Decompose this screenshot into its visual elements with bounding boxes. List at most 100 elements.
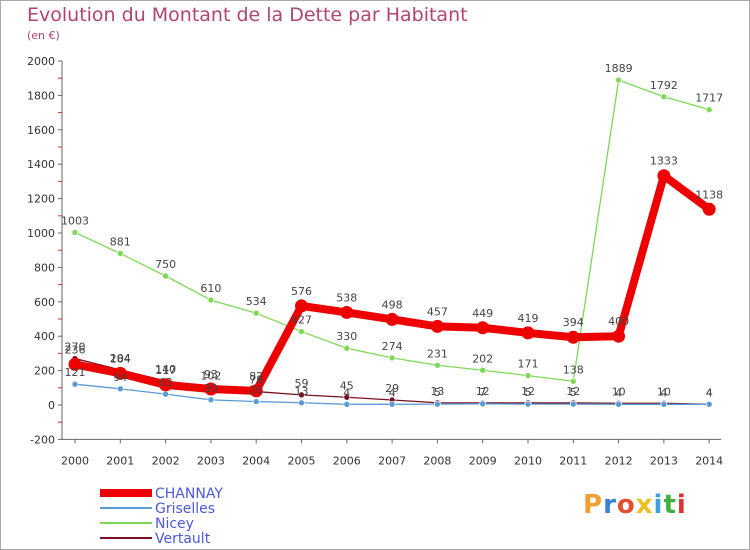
data-point: [566, 330, 580, 344]
data-label: 236: [65, 343, 86, 356]
data-label: 270: [65, 341, 86, 354]
logo-letter: o: [616, 490, 636, 520]
data-label: 538: [336, 291, 357, 304]
data-label: 5: [570, 386, 577, 399]
logo-letter: i: [676, 490, 687, 520]
y-tick-label: 1200: [27, 193, 55, 206]
data-label: 82: [249, 370, 263, 383]
data-label: 12: [521, 385, 535, 398]
data-label: 5: [525, 386, 532, 399]
proxiti-logo: Proxiti: [583, 490, 687, 520]
data-label: 45: [340, 379, 354, 392]
data-point: [207, 396, 215, 404]
data-point: [657, 169, 671, 183]
data-point: [660, 401, 668, 408]
data-point: [434, 361, 441, 369]
legend-label: Vertault: [155, 531, 211, 547]
data-label: 449: [472, 307, 493, 320]
series-lines: [68, 76, 716, 408]
data-label: 457: [427, 305, 448, 318]
x-tick-label: 2008: [423, 454, 451, 467]
data-point: [204, 382, 218, 396]
x-tick-label: 2007: [378, 454, 406, 467]
data-point: [615, 401, 622, 408]
data-label: 4: [343, 386, 350, 399]
data-point: [343, 393, 351, 401]
data-label: 881: [110, 235, 131, 248]
logo-letter: t: [663, 490, 677, 520]
legend-label: Nicey: [155, 516, 194, 532]
data-label: 1138: [695, 188, 723, 201]
x-tick-label: 2002: [152, 454, 180, 467]
data-point: [660, 93, 668, 101]
data-point: [298, 399, 305, 407]
data-label: 140: [155, 363, 176, 376]
x-tick-label: 2006: [333, 454, 361, 467]
series-nicey: [71, 76, 713, 385]
data-label: 400: [608, 315, 629, 328]
logo-letter: x: [635, 490, 654, 520]
data-label: 750: [155, 258, 176, 271]
y-tick-label: 400: [34, 330, 55, 343]
data-label: 10: [657, 385, 671, 398]
x-tick-label: 2009: [469, 454, 497, 467]
data-point: [524, 400, 532, 408]
data-point: [702, 202, 716, 216]
data-label: 204: [110, 352, 131, 365]
series-channay: [68, 169, 716, 398]
data-label: 117: [155, 364, 176, 377]
data-label: 4: [706, 386, 713, 399]
data-label: 13: [295, 385, 309, 398]
logo-letter: P: [583, 490, 604, 520]
data-point: [476, 321, 490, 335]
data-label: 4: [660, 386, 667, 399]
data-label: 427: [291, 314, 312, 327]
data-point: [430, 319, 444, 333]
data-point: [249, 384, 263, 398]
data-point: [117, 250, 124, 257]
data-label: 20: [249, 384, 263, 397]
data-point: [615, 76, 622, 84]
data-point: [434, 400, 441, 408]
data-point: [159, 378, 173, 392]
x-tick-label: 2011: [559, 454, 587, 467]
series-griselles: [71, 380, 713, 408]
legend-item-griselles: Griselles: [100, 501, 215, 517]
chart-axes: -200 0 200 400 600 800 1000 1200 1400 1600 1800 200…: [27, 55, 723, 467]
data-label: 4: [389, 386, 396, 399]
data-point: [705, 106, 713, 113]
legend-item-vertault: Vertault: [100, 531, 211, 547]
data-label: 78: [249, 374, 263, 387]
data-point: [479, 400, 487, 408]
data-label: 30: [204, 382, 218, 395]
data-point: [343, 344, 351, 352]
data-point: [252, 398, 260, 405]
data-label: 102: [200, 369, 221, 382]
data-label: 29: [385, 382, 399, 395]
x-tick-label: 2001: [106, 454, 134, 467]
y-tick-label: 800: [34, 261, 55, 274]
x-tick-label: 2004: [242, 454, 270, 467]
data-label: 231: [427, 347, 448, 360]
data-point: [207, 296, 215, 304]
legend-label: CHANNAY: [155, 486, 223, 502]
data-label: 10: [612, 385, 626, 398]
data-label: 184: [110, 352, 131, 365]
data-point: [340, 305, 354, 319]
data-label: 63: [159, 376, 173, 389]
data-label: 1333: [650, 155, 678, 168]
legend-item-nicey: Nicey: [100, 516, 194, 532]
data-point: [524, 372, 532, 379]
data-label: 7: [479, 386, 486, 399]
data-label: 1889: [605, 62, 633, 75]
data-label: 59: [295, 377, 309, 390]
data-label: 576: [291, 285, 312, 298]
data-point: [388, 401, 396, 408]
data-label: 5: [434, 386, 441, 399]
data-label: 94: [113, 371, 127, 384]
data-label: 330: [336, 330, 357, 343]
